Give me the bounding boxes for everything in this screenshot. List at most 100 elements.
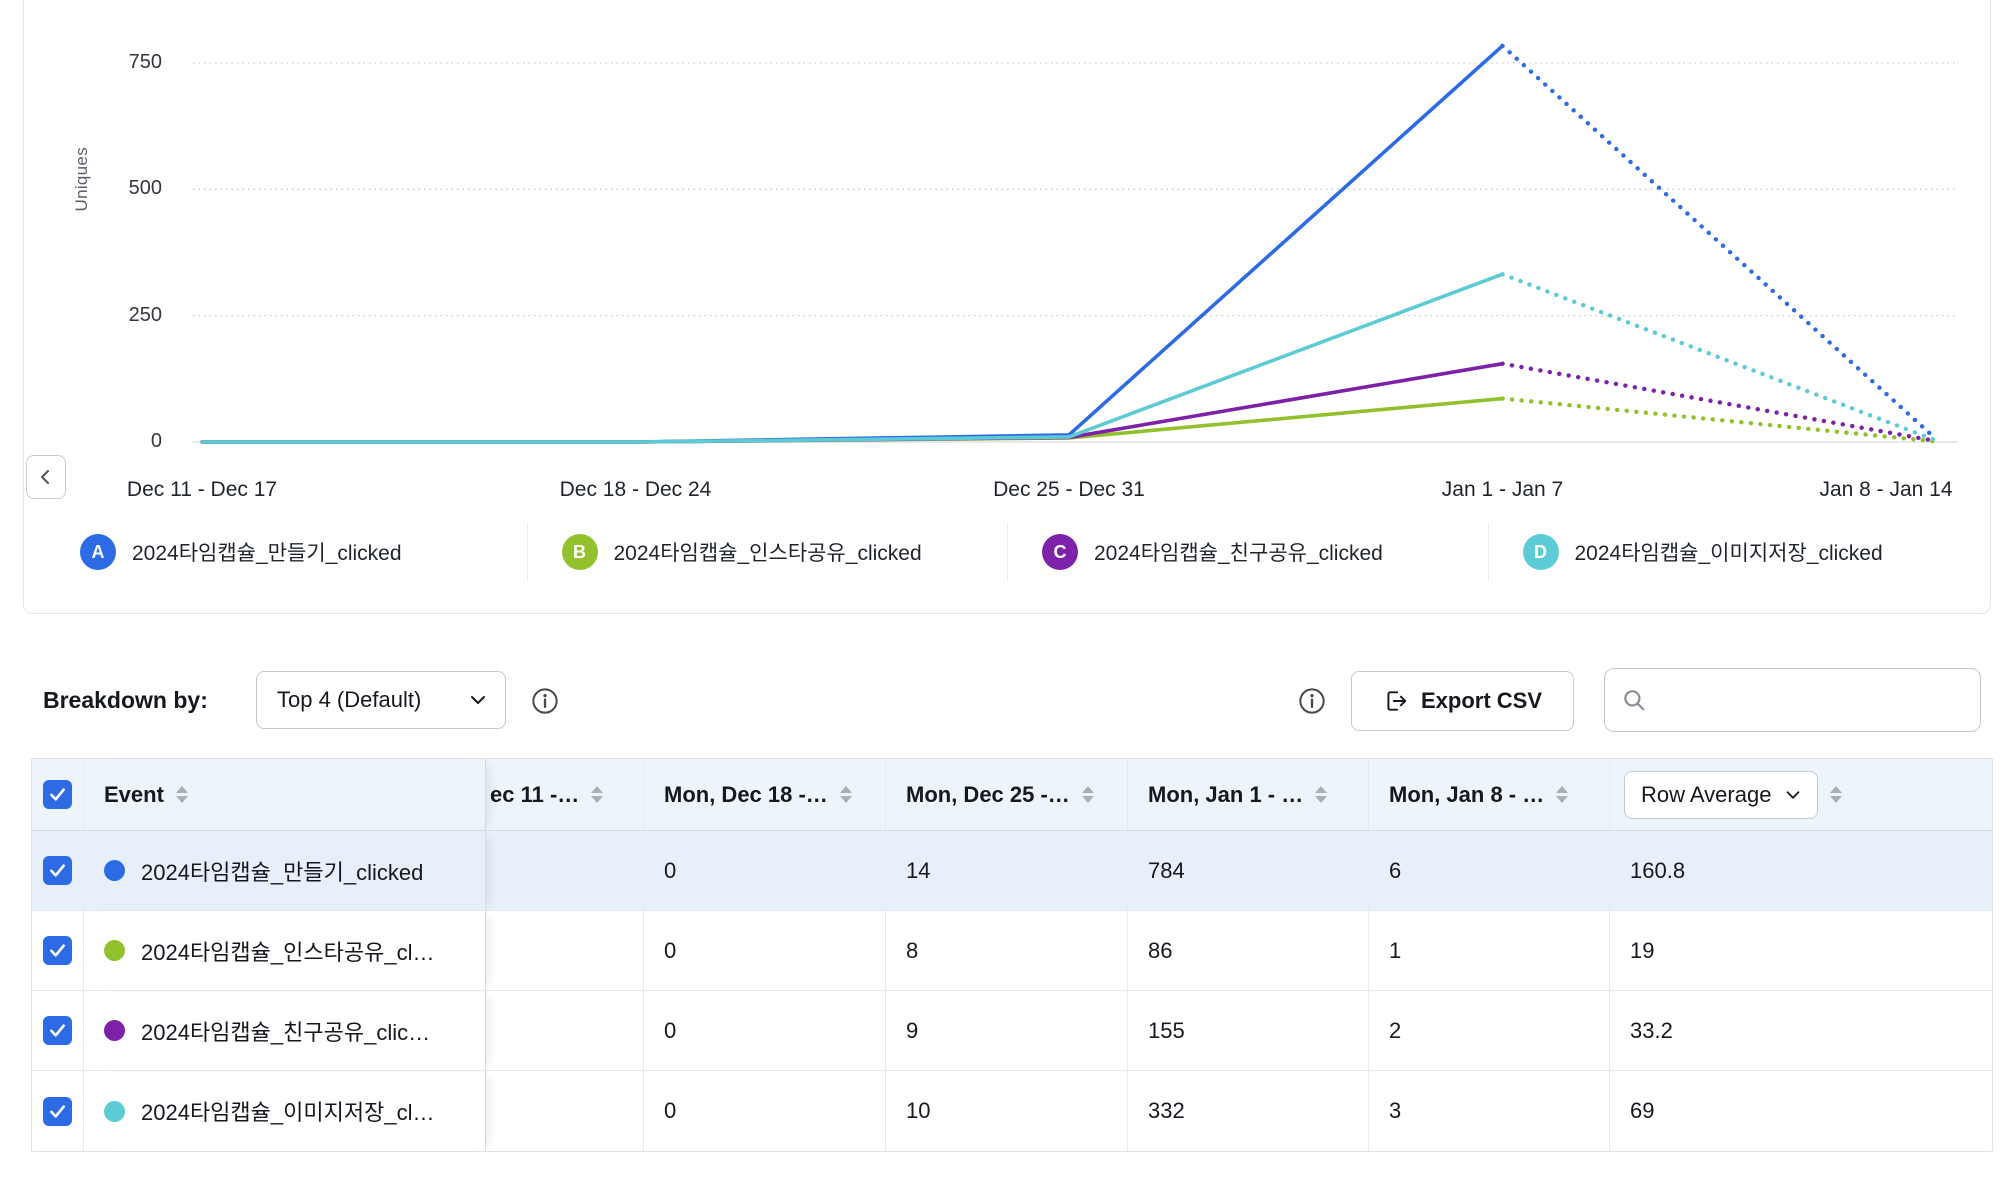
column-header-event[interactable]: Event [84, 759, 486, 830]
table-row-B[interactable]: 2024타임캡슐_인스타공유_cl… 0 8 86 1 19 [32, 911, 1992, 991]
column-header-week-1[interactable]: ec 11 -… [486, 759, 644, 830]
breakdown-dropdown-value: Top 4 (Default) [277, 687, 422, 712]
info-icon [531, 687, 559, 715]
export-icon [1383, 688, 1409, 714]
value-cell [486, 831, 644, 910]
value-cell: 784 [1128, 831, 1369, 910]
row-average-cell: 69 [1630, 1098, 1655, 1123]
table-info-button[interactable] [1297, 686, 1327, 716]
series-line-B [200, 396, 1505, 444]
value-cell: 10 [886, 1071, 1128, 1151]
column-header-week-5[interactable]: Mon, Jan 8 - … [1369, 759, 1610, 830]
column-header-label: Mon, Jan 8 - … [1389, 781, 1545, 807]
sort-icon[interactable] [1556, 786, 1569, 803]
y-axis-tick-label: 250 [128, 303, 162, 326]
checkbox[interactable] [43, 936, 72, 965]
event-name: 2024타임캡슐_만들기_clicked [141, 859, 424, 885]
x-axis-tick-label: Dec 18 - Dec 24 [559, 478, 712, 501]
table-body: 2024타임캡슐_만들기_clicked 0 14 784 6 160.8 2024타임캡슐… [32, 831, 1992, 1151]
info-icon [1298, 687, 1326, 715]
value-cell: 9 [886, 991, 1128, 1070]
value-cell: 0 [644, 831, 886, 910]
sort-icon[interactable] [175, 786, 188, 803]
breakdown-dropdown[interactable]: Top 4 (Default) [256, 671, 506, 729]
row-checkbox-cell [32, 911, 84, 990]
row-checkbox-cell [32, 991, 84, 1070]
column-header-label: Mon, Dec 25 -… [906, 781, 1070, 807]
checkbox[interactable] [43, 780, 72, 809]
row-average-cell: 19 [1630, 937, 1655, 963]
scroll-left-button[interactable] [26, 455, 66, 499]
checkbox[interactable] [43, 1016, 72, 1045]
sort-icon[interactable] [1830, 786, 1843, 803]
table-row-D[interactable]: 2024타임캡슐_이미지저장_cl… 0 10 332 3 69 [32, 1071, 1992, 1151]
x-axis-tick-label: Dec 25 - Dec 31 [993, 478, 1145, 501]
value-cell [486, 991, 644, 1070]
legend-badge-D: D [1522, 534, 1559, 570]
sort-icon[interactable] [839, 786, 852, 803]
legend-badge-A: A [80, 534, 116, 570]
event-cell: 2024타임캡슐_인스타공유_cl… [84, 911, 486, 990]
row-average-dropdown[interactable]: Row Average [1624, 770, 1819, 819]
value-cell: 14 [886, 831, 1128, 910]
legend-item-A[interactable]: A 2024타임캡슐_만들기_clicked [46, 523, 527, 581]
series-line-dashed-C [1500, 361, 1939, 444]
sort-icon[interactable] [1315, 786, 1328, 803]
legend-label: 2024타임캡슐_이미지저장_clicked [1574, 542, 1883, 565]
y-axis-tick-label: 500 [128, 177, 162, 200]
value-cell: 332 [1128, 1071, 1369, 1151]
search-icon [1621, 687, 1647, 713]
export-csv-button[interactable]: Export CSV [1351, 671, 1574, 731]
column-header-week-3[interactable]: Mon, Dec 25 -… [886, 759, 1128, 830]
legend-label: 2024타임캡슐_인스타공유_clicked [613, 542, 922, 565]
table-row-A[interactable]: 2024타임캡슐_만들기_clicked 0 14 784 6 160.8 [32, 831, 1992, 911]
sort-icon[interactable] [1081, 786, 1094, 803]
value-cell: 0 [644, 1071, 886, 1151]
legend-badge-C: C [1042, 534, 1078, 570]
chevron-left-icon [34, 465, 58, 489]
event-name: 2024타임캡슐_인스타공유_cl… [141, 939, 435, 965]
column-header-week-2[interactable]: Mon, Dec 18 -… [644, 759, 886, 830]
checkbox[interactable] [43, 856, 72, 885]
x-axis-tick-label: Dec 11 - Dec 17 [126, 478, 278, 501]
value-cell: 8 [886, 911, 1128, 990]
checkbox[interactable] [43, 1096, 72, 1126]
x-axis-tick-label: Jan 1 - Jan 7 [1441, 478, 1564, 501]
value-cell: 2 [1369, 991, 1610, 1070]
search-input[interactable] [1659, 687, 1964, 713]
row-average-label: Row Average [1641, 781, 1772, 807]
line-chart [193, 43, 1958, 444]
column-header-label: Event [104, 781, 164, 807]
row-checkbox-cell [32, 831, 84, 910]
value-cell: 0 [644, 991, 886, 1070]
sort-icon[interactable] [591, 786, 604, 803]
chevron-down-icon [467, 689, 489, 711]
x-axis-tick-label: Jan 8 - Jan 14 [1819, 478, 1953, 501]
legend-label: 2024타임캡슐_만들기_clicked [132, 542, 402, 565]
row-average-cell: 33.2 [1630, 1017, 1673, 1043]
series-color-dot [104, 940, 125, 961]
event-cell: 2024타임캡슐_친구공유_clic… [84, 991, 486, 1070]
series-line-D [200, 272, 1505, 444]
column-header-label: Mon, Dec 18 -… [664, 781, 828, 807]
event-cell: 2024타임캡슐_만들기_clicked [84, 831, 486, 910]
series-color-dot [104, 860, 125, 881]
export-csv-label: Export CSV [1420, 688, 1543, 713]
chart-legend: A 2024타임캡슐_만들기_clicked B 2024타임캡슐_인스타공유_cli… [46, 523, 1968, 581]
legend-item-D[interactable]: D 2024타임캡슐_이미지저장_clicked [1487, 523, 1969, 581]
series-line-dashed-B [1500, 396, 1939, 444]
table-row-C[interactable]: 2024타임캡슐_친구공유_clic… 0 9 155 2 33.2 [32, 991, 1992, 1071]
series-line-dashed-A [1500, 43, 1939, 442]
event-name: 2024타임캡슐_친구공유_clic… [141, 1019, 431, 1045]
column-header-label: ec 11 -… [490, 781, 580, 807]
legend-item-C[interactable]: C 2024타임캡슐_친구공유_clicked [1007, 523, 1488, 581]
column-header-week-4[interactable]: Mon, Jan 1 - … [1128, 759, 1369, 830]
series-color-dot [104, 1100, 125, 1122]
column-header-row-average: Row Average [1610, 759, 1994, 830]
table-search [1604, 668, 1981, 732]
legend-item-B[interactable]: B 2024타임캡슐_인스타공유_clicked [526, 523, 1008, 581]
row-average-cell: 160.8 [1630, 857, 1686, 883]
value-cell: 86 [1128, 911, 1369, 990]
breakdown-info-button[interactable] [530, 686, 560, 716]
event-name: 2024타임캡슐_이미지저장_cl… [141, 1100, 435, 1125]
